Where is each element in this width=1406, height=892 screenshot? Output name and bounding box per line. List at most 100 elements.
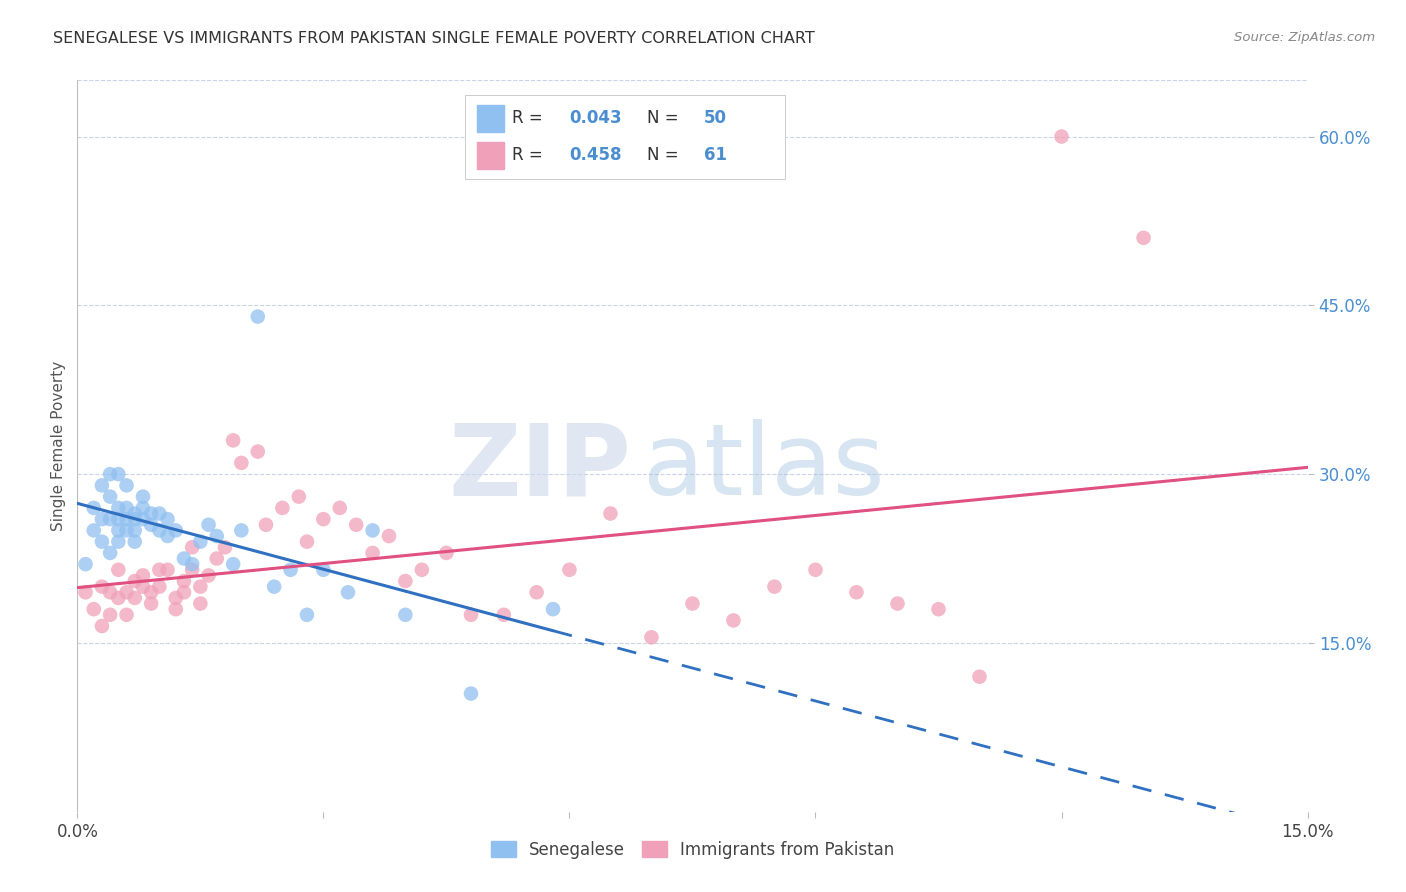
Text: SENEGALESE VS IMMIGRANTS FROM PAKISTAN SINGLE FEMALE POVERTY CORRELATION CHART: SENEGALESE VS IMMIGRANTS FROM PAKISTAN S… — [53, 31, 815, 46]
Point — [312, 512, 335, 526]
Point — [205, 551, 228, 566]
Point — [107, 591, 129, 605]
Legend: Senegalese, Immigrants from Pakistan: Senegalese, Immigrants from Pakistan — [484, 834, 901, 865]
Point — [411, 563, 433, 577]
Point — [723, 614, 745, 628]
Point — [460, 687, 482, 701]
Point — [188, 597, 212, 611]
Point — [378, 529, 401, 543]
Point — [541, 602, 564, 616]
Point — [98, 467, 121, 482]
Point — [886, 597, 908, 611]
Point — [83, 524, 105, 538]
Point — [165, 591, 187, 605]
Point — [107, 563, 129, 577]
Point — [222, 557, 245, 571]
Text: R =: R = — [512, 110, 547, 128]
Text: N =: N = — [647, 110, 683, 128]
Point — [312, 563, 335, 577]
Point — [246, 444, 269, 458]
Point — [526, 585, 548, 599]
Point — [115, 500, 138, 515]
Point — [361, 524, 384, 538]
Point — [141, 597, 163, 611]
Point — [271, 500, 294, 515]
Point — [124, 534, 146, 549]
Point — [98, 546, 121, 560]
Point — [969, 670, 991, 684]
Point — [280, 563, 302, 577]
Point — [141, 517, 163, 532]
Point — [197, 568, 219, 582]
Point — [115, 524, 138, 538]
Point — [173, 551, 195, 566]
Text: ZIP: ZIP — [449, 419, 631, 516]
Point — [394, 607, 416, 622]
Text: 0.043: 0.043 — [569, 110, 621, 128]
Point — [156, 529, 179, 543]
Point — [394, 574, 416, 588]
Point — [682, 597, 704, 611]
Point — [98, 607, 121, 622]
Point — [231, 456, 253, 470]
Point — [148, 563, 170, 577]
Point — [436, 546, 458, 560]
Point — [83, 500, 105, 515]
Point — [295, 607, 318, 622]
Point — [492, 607, 515, 622]
Point — [231, 524, 253, 538]
Point — [288, 490, 311, 504]
Point — [928, 602, 950, 616]
Point — [75, 557, 97, 571]
Point — [98, 490, 121, 504]
Point — [141, 585, 163, 599]
Point — [1132, 231, 1154, 245]
Point — [197, 517, 219, 532]
Point — [107, 534, 129, 549]
Point — [361, 546, 384, 560]
Point — [107, 524, 129, 538]
Text: N =: N = — [647, 146, 683, 164]
Text: 0.458: 0.458 — [569, 146, 621, 164]
Point — [83, 602, 105, 616]
Point — [156, 512, 179, 526]
Bar — [477, 104, 505, 132]
Point — [115, 585, 138, 599]
Point — [181, 563, 204, 577]
Point — [148, 507, 170, 521]
Point — [148, 524, 170, 538]
Point — [763, 580, 786, 594]
Point — [107, 500, 129, 515]
Point — [115, 607, 138, 622]
Text: 61: 61 — [703, 146, 727, 164]
Point — [181, 557, 204, 571]
Point — [90, 580, 114, 594]
Point — [845, 585, 868, 599]
Y-axis label: Single Female Poverty: Single Female Poverty — [51, 361, 66, 531]
Point — [132, 580, 155, 594]
Text: atlas: atlas — [644, 419, 884, 516]
Point — [132, 568, 155, 582]
Point — [132, 512, 155, 526]
Point — [337, 585, 360, 599]
Point — [75, 585, 97, 599]
Point — [181, 541, 204, 555]
Point — [173, 585, 195, 599]
Point — [165, 524, 187, 538]
Point — [295, 534, 318, 549]
Point — [107, 467, 129, 482]
Point — [558, 563, 581, 577]
Point — [246, 310, 269, 324]
FancyBboxPatch shape — [465, 95, 785, 179]
Point — [115, 478, 138, 492]
Point — [90, 619, 114, 633]
Point — [141, 507, 163, 521]
Point — [222, 434, 245, 448]
Point — [132, 490, 155, 504]
Point — [124, 512, 146, 526]
Point — [173, 574, 195, 588]
Point — [124, 507, 146, 521]
Point — [148, 580, 170, 594]
Point — [188, 534, 212, 549]
Point — [804, 563, 827, 577]
